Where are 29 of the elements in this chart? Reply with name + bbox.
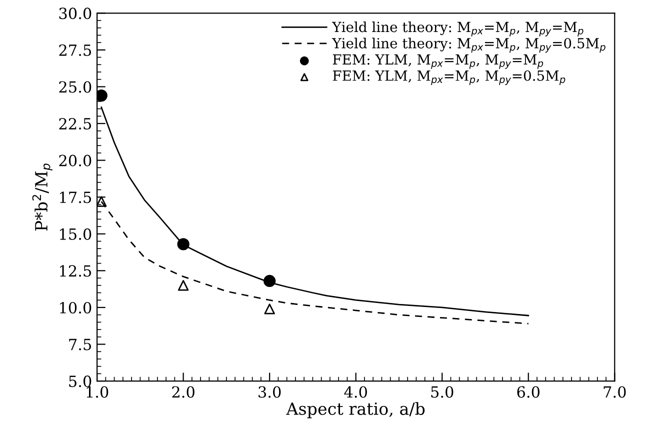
legend-label: FEM: YLM, M$_{px}$=M$_{p}$, M$_{py}$=0.5M$_{p}$ <box>332 70 566 85</box>
y-tick-label: 25.0 <box>59 81 92 93</box>
point <box>97 196 107 207</box>
y-axis-title: P*b$^{2}$/M$_{p}$ <box>32 164 52 231</box>
y-tick-label: 12.5 <box>60 265 92 277</box>
y-tick-label: 22.5 <box>59 118 92 130</box>
y-tick-label: 27.5 <box>59 44 92 56</box>
legend-label: Yield line theory: M$_{px}$=M$_{p}$, M$_{py}$=M$_{p}$ <box>332 21 584 36</box>
y-tick-label: 10.0 <box>60 302 92 314</box>
x-tick-label: 3.0 <box>258 386 281 398</box>
x-tick-label: 5.0 <box>431 386 454 398</box>
x-tick-label: 4.0 <box>344 386 367 398</box>
x-tick-label: 2.0 <box>172 386 194 398</box>
x-tick-label: 1.0 <box>86 386 108 398</box>
y-tick-label: 20.0 <box>59 154 92 166</box>
point <box>264 304 275 314</box>
y-tick-label: 15.0 <box>60 228 92 240</box>
x-tick-label: 7.0 <box>604 386 626 398</box>
legend-label: FEM: YLM, M$_{px}$=M$_{p}$, M$_{py}$=M$_{p}$ <box>332 54 544 69</box>
y-tick-label: 30.0 <box>59 8 92 20</box>
x-tick-label: 6.0 <box>517 386 540 398</box>
point <box>264 274 276 288</box>
x-axis-title: Aspect ratio, a/b <box>286 402 425 418</box>
y-tick-label: 7.5 <box>69 338 92 350</box>
point <box>178 280 189 291</box>
y-tick-label: 5.0 <box>69 376 92 388</box>
point <box>177 238 190 250</box>
legend-label: Yield line theory: M$_{px}$=M$_{p}$, M$_{py}$=0.5M$_{p}$ <box>332 38 606 53</box>
y-tick-label: 17.5 <box>60 192 92 204</box>
